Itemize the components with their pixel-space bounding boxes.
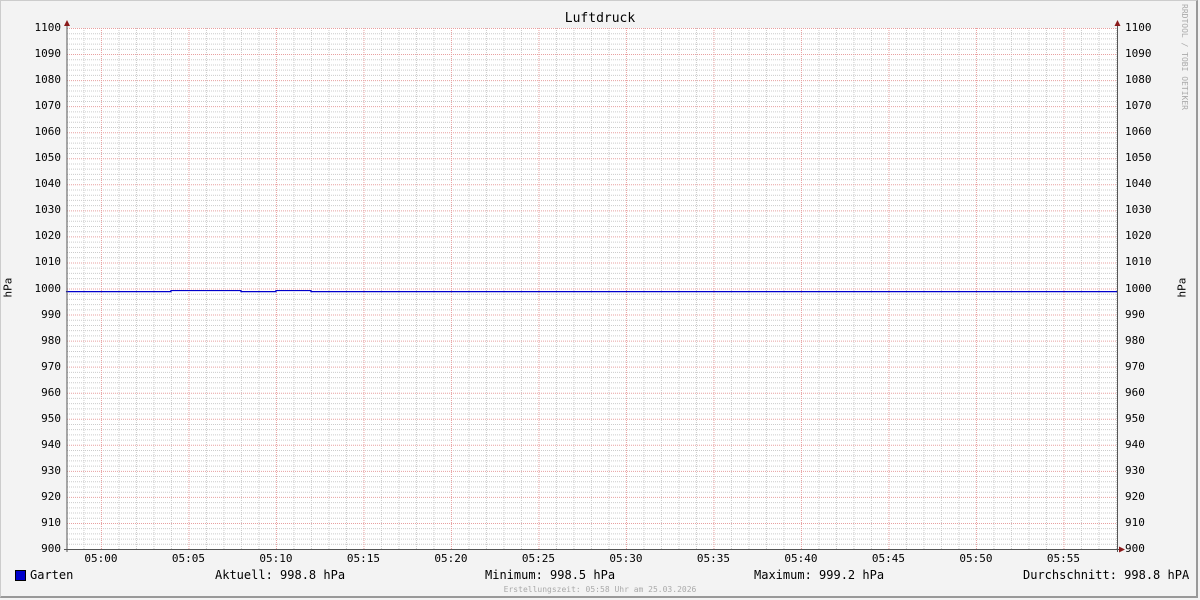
y-tick-label-right: 950 bbox=[1125, 411, 1145, 425]
y-tick-label-left: 1080 bbox=[34, 73, 62, 87]
y-tick-label-left: 950 bbox=[41, 411, 61, 425]
y-tick-label-right: 1060 bbox=[1125, 125, 1152, 139]
x-tick-label: 05:05 bbox=[171, 552, 205, 565]
x-tick-label: 05:45 bbox=[871, 552, 905, 565]
legend-current: Aktuell: 998.8 hPa bbox=[215, 568, 346, 582]
legend-swatch-garten bbox=[15, 570, 26, 581]
y-tick-label-left: 1020 bbox=[34, 229, 62, 243]
y-tick-label-right: 940 bbox=[1125, 437, 1145, 451]
y-tick-label-left: 980 bbox=[41, 333, 61, 347]
y-tick-label-left: 1010 bbox=[34, 255, 62, 269]
x-tick-label: 05:55 bbox=[1046, 552, 1080, 565]
y-tick-label-left: 900 bbox=[41, 542, 61, 555]
creation-timestamp: Erstellungszeit: 05:58 Uhr am 25.03.2026 bbox=[503, 585, 697, 594]
y-tick-label-left: 1060 bbox=[34, 125, 62, 139]
y-tick-label-right: 1010 bbox=[1125, 255, 1152, 269]
legend-minimum: Minimum: 998.5 hPa bbox=[485, 568, 616, 582]
y-tick-label-left: 960 bbox=[41, 385, 61, 399]
y-tick-label-right: 1040 bbox=[1125, 177, 1152, 191]
x-tick-label: 05:50 bbox=[959, 552, 993, 565]
x-tick-label: 05:15 bbox=[346, 552, 380, 565]
y-tick-label-left: 970 bbox=[41, 359, 61, 373]
y-tick-label-right: 900 bbox=[1125, 542, 1145, 555]
x-tick-label: 05:30 bbox=[609, 552, 643, 565]
x-tick-label: 05:35 bbox=[696, 552, 730, 565]
x-tick-label: 05:25 bbox=[521, 552, 555, 565]
legend-average: Durchschnitt: 998.8 hPA bbox=[1023, 568, 1190, 582]
y-tick-label-left: 1090 bbox=[34, 47, 62, 61]
series-line-garten bbox=[65, 289, 1117, 293]
y-tick-label-left: 940 bbox=[41, 437, 61, 451]
y-tick-label-left: 1000 bbox=[34, 281, 62, 295]
chart-title: Luftdruck bbox=[564, 11, 636, 26]
x-axis-arrow bbox=[1119, 546, 1125, 553]
y-tick-label-left: 990 bbox=[41, 307, 61, 321]
y-tick-label-left: 1040 bbox=[34, 177, 62, 191]
x-tick-label: 05:00 bbox=[84, 552, 118, 565]
legend-series-name: Garten bbox=[30, 568, 74, 582]
y-tick-label-right: 1100 bbox=[1125, 21, 1152, 34]
y-tick-label-right: 1090 bbox=[1125, 47, 1152, 61]
y-tick-label-right: 930 bbox=[1125, 463, 1145, 477]
legend-maximum: Maximum: 999.2 hPa bbox=[754, 568, 885, 582]
y-axis-arrow-right bbox=[1114, 20, 1121, 26]
y-tick-label-right: 920 bbox=[1125, 489, 1145, 503]
y-tick-label-left: 920 bbox=[41, 489, 61, 503]
y-tick-label-right: 910 bbox=[1125, 515, 1145, 529]
y-axis-arrow-left bbox=[64, 20, 70, 26]
y-tick-label-right: 990 bbox=[1125, 307, 1145, 321]
y-tick-label-left: 1030 bbox=[34, 203, 62, 217]
y-tick-label-right: 1020 bbox=[1125, 229, 1152, 243]
y-tick-label-right: 960 bbox=[1125, 385, 1145, 399]
y-tick-label-right: 1030 bbox=[1125, 203, 1152, 217]
x-tick-label: 05:10 bbox=[259, 552, 293, 565]
y-tick-label-right: 1000 bbox=[1125, 281, 1152, 295]
y-tick-label-left: 930 bbox=[41, 463, 61, 477]
y-tick-label-left: 1100 bbox=[34, 21, 62, 34]
y-tick-label-right: 1070 bbox=[1125, 99, 1152, 113]
y-tick-label-right: 1050 bbox=[1125, 151, 1152, 165]
rrdtool-credit: RRDTOOL / TOBI OETIKER bbox=[1180, 4, 1189, 110]
y-tick-label-right: 980 bbox=[1125, 333, 1145, 347]
y-tick-label-left: 910 bbox=[41, 515, 61, 529]
x-tick-label: 05:40 bbox=[784, 552, 818, 565]
y-tick-label-right: 1080 bbox=[1125, 73, 1152, 87]
y-tick-label-left: 1050 bbox=[34, 151, 62, 165]
x-tick-label: 05:20 bbox=[434, 552, 468, 565]
y-tick-label-left: 1070 bbox=[34, 99, 62, 113]
y-tick-label-right: 970 bbox=[1125, 359, 1145, 373]
